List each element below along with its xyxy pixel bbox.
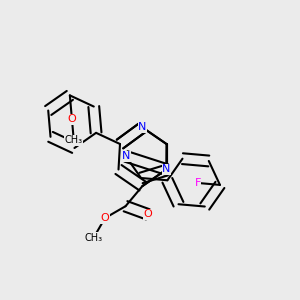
- Text: N: N: [122, 152, 130, 161]
- Text: N: N: [138, 122, 147, 133]
- Text: F: F: [194, 178, 201, 188]
- Text: CH₃: CH₃: [65, 135, 83, 145]
- Text: O: O: [100, 213, 109, 223]
- Text: O: O: [143, 209, 152, 219]
- Text: N: N: [162, 164, 171, 175]
- Text: CH₃: CH₃: [85, 232, 103, 242]
- Text: O: O: [68, 114, 76, 124]
